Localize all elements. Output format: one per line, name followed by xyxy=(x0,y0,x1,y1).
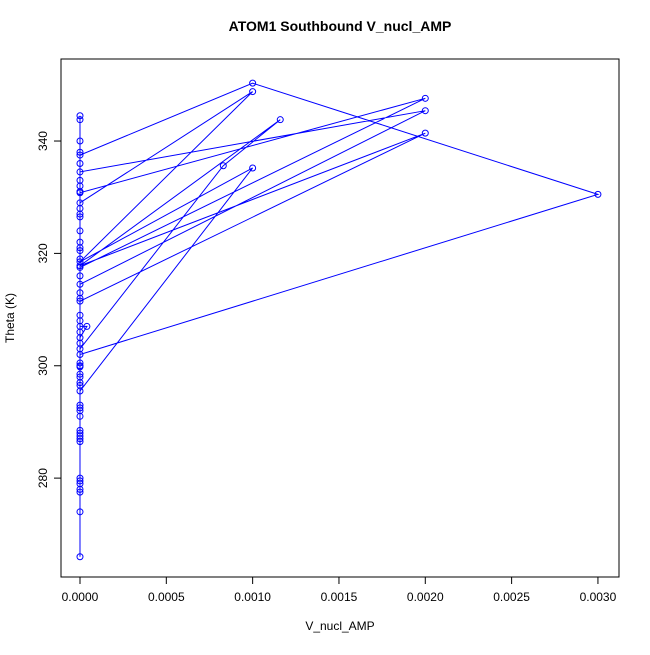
point xyxy=(249,88,257,96)
point xyxy=(76,328,84,336)
point xyxy=(76,159,84,167)
x-tick-label: 0.0000 xyxy=(62,590,99,604)
point xyxy=(76,151,84,159)
point xyxy=(76,508,84,516)
point xyxy=(76,289,84,297)
point xyxy=(421,129,429,137)
chart-title: ATOM1 Southbound V_nucl_AMP xyxy=(229,18,452,34)
point xyxy=(76,477,84,485)
point xyxy=(76,363,84,371)
point xyxy=(76,404,84,412)
point xyxy=(76,148,84,156)
x-tick-label: 0.0010 xyxy=(234,590,271,604)
point xyxy=(76,247,84,255)
y-tick-label: 320 xyxy=(36,243,50,263)
point xyxy=(76,168,84,176)
point xyxy=(421,94,429,102)
point xyxy=(76,359,84,367)
point xyxy=(76,438,84,446)
point xyxy=(76,176,84,184)
point xyxy=(76,213,84,221)
plot-frame xyxy=(60,58,620,578)
point xyxy=(76,339,84,347)
point xyxy=(76,435,84,443)
point xyxy=(76,272,84,280)
point xyxy=(76,387,84,395)
point xyxy=(83,322,91,330)
x-tick-label: 0.0030 xyxy=(580,590,617,604)
point xyxy=(76,116,84,124)
point xyxy=(76,370,84,378)
point xyxy=(76,255,84,263)
point xyxy=(76,188,84,196)
point xyxy=(219,162,227,170)
point xyxy=(276,116,284,124)
point xyxy=(76,244,84,252)
point xyxy=(76,488,84,496)
point xyxy=(76,297,84,305)
series-line xyxy=(79,82,600,557)
y-axis-label: Theta (K) xyxy=(3,293,17,343)
x-tick-label: 0.0015 xyxy=(321,590,358,604)
x-tick-label: 0.0005 xyxy=(148,590,185,604)
x-tick-label: 0.0025 xyxy=(493,590,530,604)
point xyxy=(421,107,429,115)
point xyxy=(249,79,257,87)
y-tick-label: 280 xyxy=(36,468,50,488)
point xyxy=(249,164,257,172)
point xyxy=(594,190,602,198)
point xyxy=(76,412,84,420)
point xyxy=(76,280,84,288)
point xyxy=(76,137,84,145)
point xyxy=(76,379,84,387)
x-axis-label: V_nucl_AMP xyxy=(305,619,374,633)
point xyxy=(76,262,84,270)
point xyxy=(76,485,84,493)
point xyxy=(76,317,84,325)
point xyxy=(76,227,84,235)
point xyxy=(76,204,84,212)
x-tick-label: 0.0020 xyxy=(407,590,444,604)
y-tick-label: 300 xyxy=(36,355,50,375)
point xyxy=(76,112,84,120)
point xyxy=(76,553,84,561)
y-tick-label: 340 xyxy=(36,131,50,151)
